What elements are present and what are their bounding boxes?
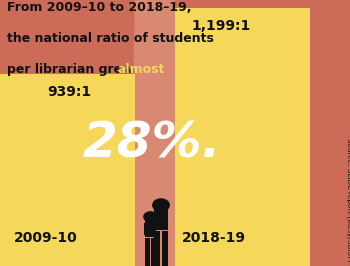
Polygon shape — [130, 0, 179, 266]
Text: per librarian grew: per librarian grew — [7, 63, 138, 76]
Bar — [151, 238, 156, 266]
Bar — [162, 231, 168, 266]
Text: 2018-19: 2018-19 — [182, 231, 246, 245]
Text: almost: almost — [117, 63, 164, 76]
Text: From 2009–10 to 2018–19,: From 2009–10 to 2018–19, — [7, 1, 191, 14]
Text: 1,199:1: 1,199:1 — [191, 19, 250, 33]
Text: 939:1: 939:1 — [47, 85, 91, 99]
Bar — [175, 8, 310, 266]
Text: 28%.: 28%. — [83, 120, 222, 168]
Bar — [145, 220, 156, 237]
Text: Source: SLIDE report (bit.ly/3BI5PP9): Source: SLIDE report (bit.ly/3BI5PP9) — [346, 138, 350, 266]
Circle shape — [153, 199, 169, 211]
Text: the national ratio of students: the national ratio of students — [7, 32, 214, 45]
Bar — [154, 209, 168, 230]
Circle shape — [144, 212, 157, 222]
Bar — [154, 231, 160, 266]
Bar — [153, 213, 156, 228]
Bar — [144, 223, 146, 235]
Text: 2009-10: 2009-10 — [14, 231, 78, 245]
Bar — [0, 74, 135, 266]
Bar — [145, 238, 150, 266]
